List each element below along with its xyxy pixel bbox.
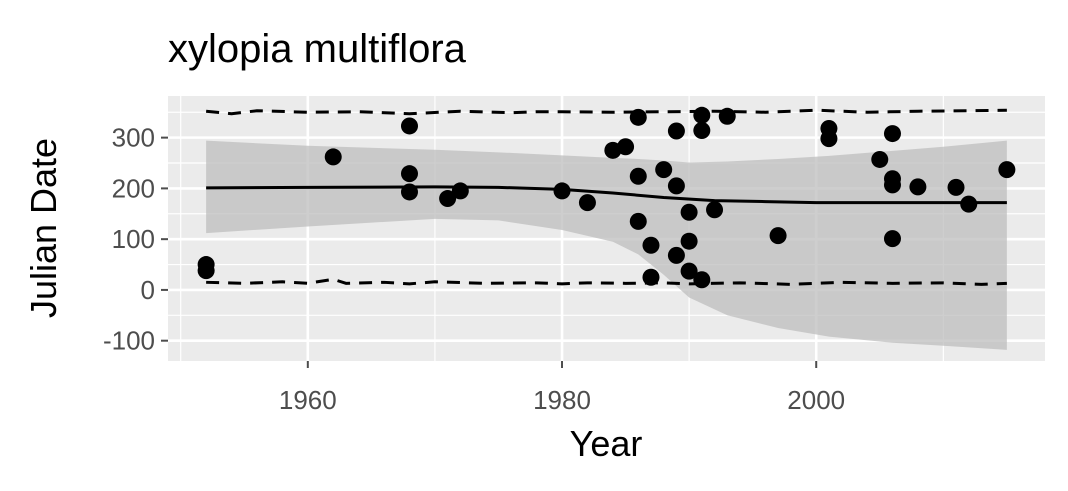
data-point	[451, 182, 469, 200]
data-point	[680, 203, 698, 221]
data-point	[820, 130, 838, 148]
data-point	[553, 182, 571, 200]
x-tick-label: 1960	[279, 385, 337, 415]
data-point	[667, 177, 685, 195]
axis-layer: 1960 1980 2000 300 200 100 0 -100	[103, 123, 845, 415]
data-point	[629, 108, 647, 126]
chart-title: xylopia multiflora	[168, 27, 467, 71]
data-point	[680, 232, 698, 250]
point-layer	[197, 106, 1016, 289]
data-point	[998, 161, 1016, 179]
data-point	[642, 268, 660, 286]
x-axis-title: Year	[570, 423, 643, 464]
data-point	[883, 125, 901, 143]
data-point	[883, 176, 901, 194]
y-tick-label: 300	[112, 123, 155, 153]
data-point	[947, 178, 965, 196]
y-tick-label: 100	[112, 224, 155, 254]
data-point	[693, 122, 711, 140]
data-point	[909, 178, 927, 196]
data-point	[693, 271, 711, 289]
data-point	[400, 183, 418, 201]
data-point	[578, 194, 596, 212]
lower-bound-line	[206, 277, 1007, 286]
data-point	[642, 236, 660, 254]
data-point	[883, 230, 901, 248]
data-point	[667, 122, 685, 140]
data-point	[680, 262, 698, 280]
data-point	[400, 165, 418, 183]
y-tick-label: 200	[112, 173, 155, 203]
line-layer	[205, 108, 1007, 286]
data-point	[693, 106, 711, 124]
data-point	[629, 167, 647, 185]
y-tick-label: 0	[141, 275, 155, 305]
data-point	[769, 227, 787, 245]
data-point	[871, 150, 889, 168]
data-point	[400, 117, 418, 135]
data-point	[960, 195, 978, 213]
data-point	[629, 212, 647, 230]
x-tick-label: 2000	[787, 385, 845, 415]
trend-line	[206, 185, 1007, 205]
data-point	[667, 246, 685, 264]
data-point	[718, 107, 736, 125]
y-tick-label: -100	[103, 326, 155, 356]
x-tick-label: 1980	[533, 385, 591, 415]
y-axis-title: Julian Date	[23, 138, 64, 318]
upper-bound-line	[205, 108, 1007, 116]
data-point	[706, 201, 724, 219]
data-point	[655, 161, 673, 179]
data-point	[617, 138, 635, 156]
data-point	[197, 262, 215, 280]
data-point	[324, 148, 342, 166]
data-point	[439, 190, 457, 208]
